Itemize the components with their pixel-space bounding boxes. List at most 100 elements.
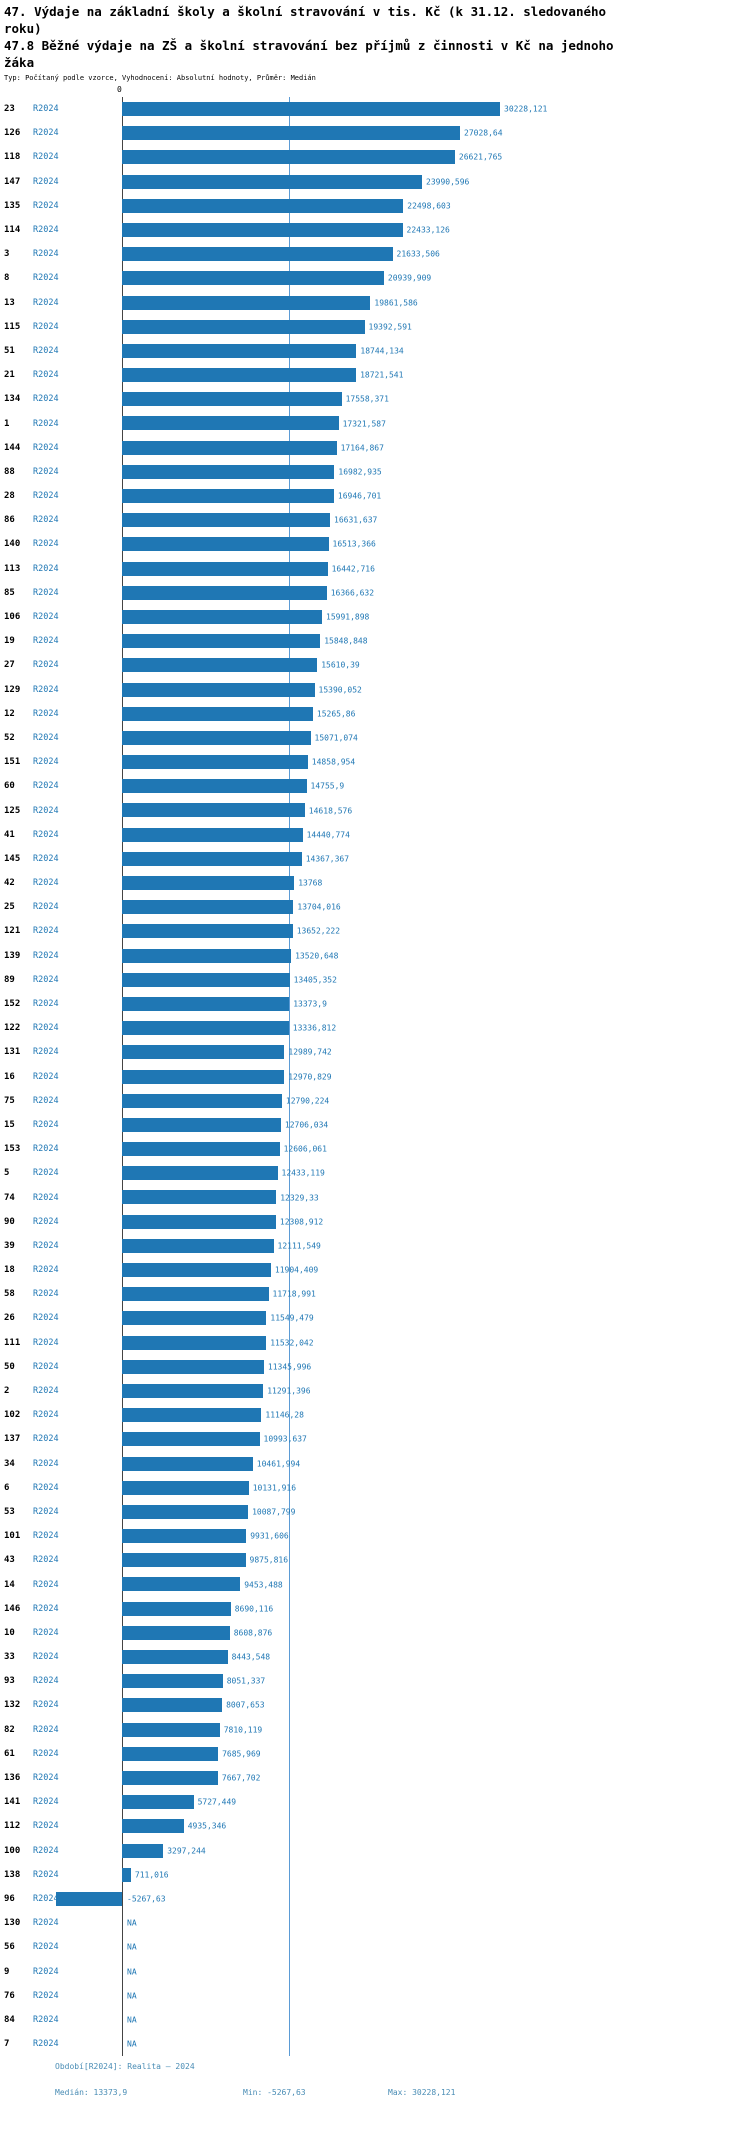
- value-bar[interactable]: [122, 1287, 269, 1302]
- value-bar[interactable]: [122, 1480, 249, 1495]
- value-label: 12606,061: [283, 1144, 327, 1154]
- value-label: 11549,479: [270, 1313, 314, 1323]
- value-bar[interactable]: [122, 1408, 262, 1423]
- value-bar[interactable]: [122, 392, 342, 407]
- value-bar[interactable]: [122, 876, 295, 890]
- value-bar[interactable]: [122, 464, 335, 479]
- value-bar[interactable]: [122, 1698, 223, 1713]
- value-bar[interactable]: [122, 803, 305, 818]
- value-bar[interactable]: [122, 1045, 285, 1060]
- value-bar[interactable]: [122, 1142, 280, 1157]
- value-bar[interactable]: [122, 440, 337, 455]
- value-bar[interactable]: [122, 706, 313, 721]
- row-id-label: 129: [4, 684, 21, 695]
- value-bar[interactable]: [122, 634, 321, 649]
- value-bar[interactable]: [122, 1674, 223, 1689]
- value-bar[interactable]: [122, 102, 500, 116]
- value-bar[interactable]: [122, 1263, 271, 1277]
- row-id-label: 126: [4, 128, 21, 139]
- value-bar[interactable]: [122, 319, 365, 334]
- row-id-label: 25: [4, 902, 15, 913]
- value-bar[interactable]: [122, 1819, 184, 1834]
- value-bar[interactable]: [122, 537, 329, 552]
- value-bar[interactable]: [122, 948, 292, 963]
- chart-row: 53 R2024 10087,799: [0, 1500, 750, 1524]
- period-label: R2024: [33, 1676, 59, 1687]
- value-bar[interactable]: [122, 343, 357, 358]
- value-bar[interactable]: [122, 851, 302, 866]
- value-bar[interactable]: [122, 126, 460, 141]
- value-bar[interactable]: [122, 730, 311, 745]
- value-bar[interactable]: [122, 1190, 277, 1205]
- value-label: 30228,121: [504, 104, 548, 114]
- value-bar[interactable]: [122, 368, 357, 383]
- page-title-1: 47. Výdaje na základní školy a školní st…: [4, 4, 607, 36]
- value-bar[interactable]: [122, 174, 422, 189]
- value-bar[interactable]: [122, 996, 290, 1011]
- value-label: 14367,367: [305, 854, 350, 864]
- value-bar[interactable]: [122, 1770, 218, 1785]
- value-bar[interactable]: [122, 1867, 131, 1882]
- value-bar[interactable]: [122, 1746, 219, 1761]
- value-bar[interactable]: [122, 1021, 289, 1036]
- value-label: 13768: [298, 878, 323, 888]
- value-bar[interactable]: [122, 489, 334, 503]
- value-bar[interactable]: [122, 779, 307, 794]
- row-id-label: 41: [4, 829, 15, 840]
- value-bar[interactable]: [122, 198, 404, 213]
- value-bar[interactable]: [122, 1650, 228, 1664]
- value-bar[interactable]: [122, 150, 455, 165]
- value-bar[interactable]: [122, 1432, 260, 1447]
- chart-row: 132 R2024 8007,653: [0, 1693, 750, 1717]
- period-label: R2024: [33, 1627, 59, 1638]
- value-bar[interactable]: [122, 513, 330, 528]
- value-bar[interactable]: [122, 1093, 282, 1108]
- value-bar[interactable]: [122, 900, 294, 915]
- value-bar[interactable]: [122, 585, 327, 600]
- value-bar[interactable]: [122, 222, 403, 237]
- value-bar[interactable]: [122, 1722, 220, 1737]
- value-bar[interactable]: [122, 271, 384, 286]
- value-bar[interactable]: [122, 1529, 247, 1544]
- value-bar[interactable]: [122, 924, 293, 939]
- value-bar[interactable]: [122, 1456, 253, 1471]
- period-label: R2024: [33, 587, 59, 598]
- value-bar[interactable]: [122, 1795, 194, 1810]
- period-label: R2024: [33, 1386, 59, 1397]
- value-bar[interactable]: [122, 1214, 276, 1229]
- row-id-label: 93: [4, 1676, 15, 1687]
- value-bar[interactable]: [122, 1069, 285, 1084]
- chart-row: 121 R2024 13652,222: [0, 919, 750, 943]
- value-bar[interactable]: [122, 1553, 246, 1568]
- value-bar[interactable]: [122, 609, 322, 624]
- value-bar[interactable]: [122, 561, 328, 576]
- chart-row: 15 R2024 12706,034: [0, 1113, 750, 1137]
- value-bar[interactable]: [122, 1311, 267, 1326]
- value-bar[interactable]: [122, 1166, 278, 1181]
- value-bar[interactable]: [122, 416, 339, 431]
- value-bar[interactable]: [122, 1117, 281, 1132]
- chart-row: 34 R2024 10461,994: [0, 1452, 750, 1476]
- value-bar[interactable]: [122, 1625, 230, 1640]
- value-bar[interactable]: [56, 1891, 122, 1906]
- value-bar[interactable]: [122, 1383, 264, 1398]
- value-bar[interactable]: [122, 1238, 274, 1253]
- value-bar[interactable]: [122, 247, 393, 262]
- chart-row: 113 R2024 16442,716: [0, 557, 750, 581]
- chart-row: 89 R2024 13405,352: [0, 968, 750, 992]
- value-bar[interactable]: [122, 827, 303, 842]
- chart-row: 28 R2024 16946,701: [0, 484, 750, 508]
- value-bar[interactable]: [122, 1359, 264, 1374]
- value-bar[interactable]: [122, 1577, 241, 1592]
- value-label: 5727,449: [197, 1797, 237, 1807]
- value-bar[interactable]: [122, 1335, 267, 1350]
- chart-row: 18 R2024 11904,409: [0, 1258, 750, 1282]
- value-bar[interactable]: [122, 755, 308, 770]
- value-bar[interactable]: [122, 1601, 231, 1616]
- value-bar[interactable]: [122, 972, 290, 987]
- value-bar[interactable]: [122, 1504, 249, 1519]
- value-bar[interactable]: [122, 295, 371, 310]
- value-bar[interactable]: [122, 658, 318, 673]
- value-bar[interactable]: [122, 1843, 164, 1858]
- value-bar[interactable]: [122, 682, 315, 697]
